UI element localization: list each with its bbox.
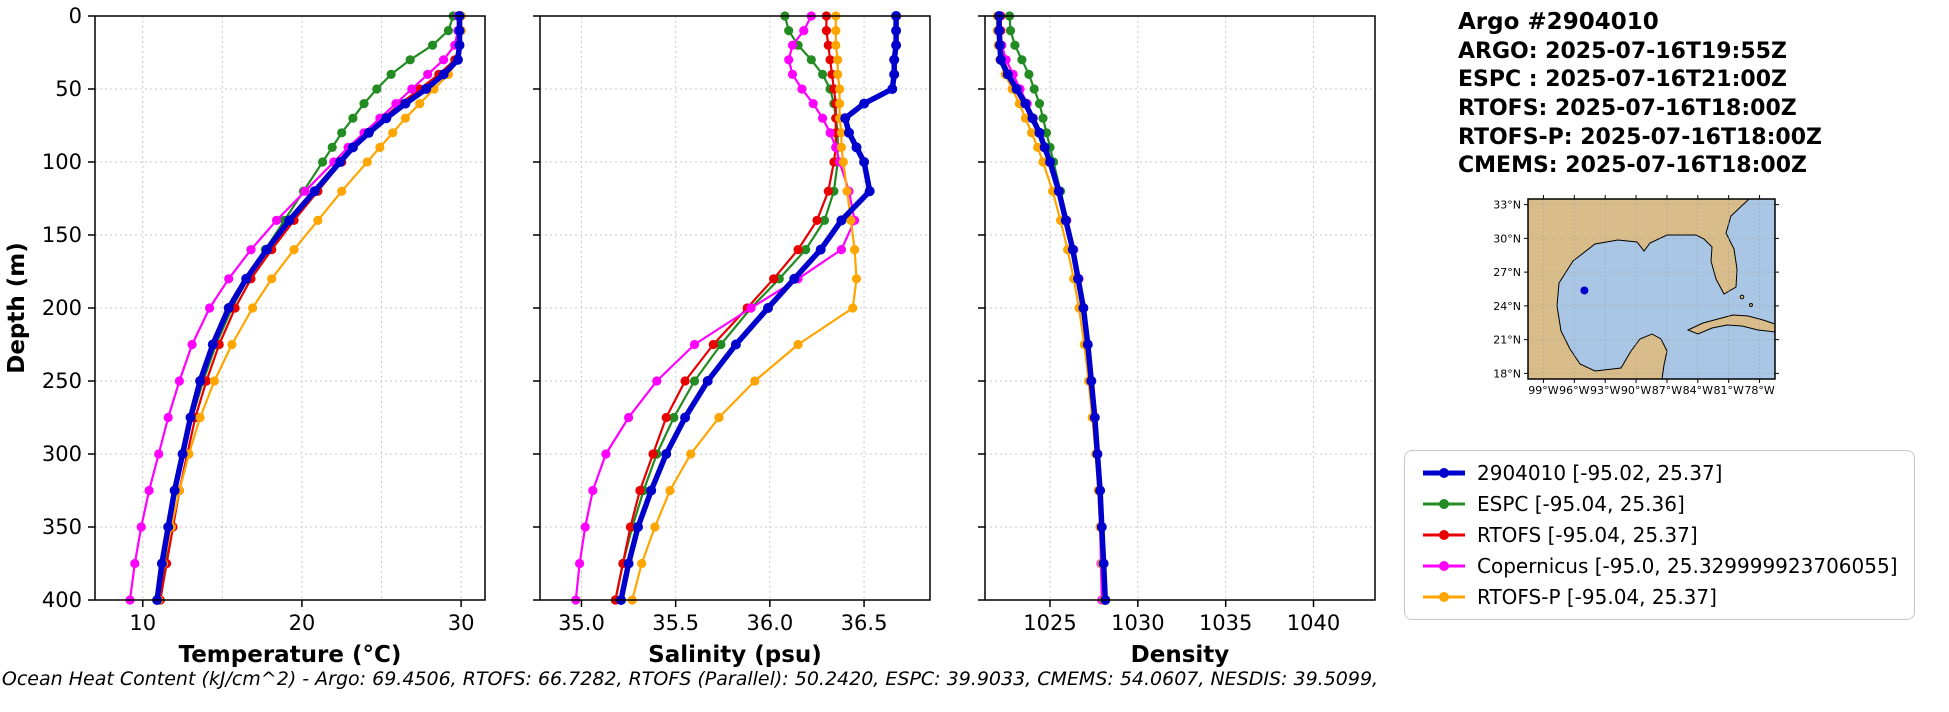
- float-info-block: Argo #2904010 ARGO: 2025-07-16T19:55Z ES…: [1458, 8, 1822, 181]
- gridlines: [95, 15, 485, 601]
- legend: 2904010 [-95.02, 25.37] ESPC [-95.04, 25.…: [1404, 449, 1915, 620]
- legend-label: ESPC [-95.04, 25.36]: [1477, 491, 1685, 516]
- svg-text:20: 20: [289, 611, 316, 635]
- svg-text:87°W: 87°W: [1652, 384, 1682, 397]
- svg-text:150: 150: [42, 223, 82, 247]
- legend-item-rtofs-p: RTOFS-P [-95.04, 25.37]: [1421, 585, 1898, 609]
- svg-text:33°N: 33°N: [1493, 198, 1521, 211]
- svg-text:36.0: 36.0: [746, 611, 793, 635]
- legend-label: RTOFS [-95.04, 25.37]: [1477, 522, 1698, 547]
- info-line-rtofs: RTOFS: 2025-07-16T18:00Z: [1458, 96, 1797, 122]
- float-title: Argo #2904010: [1458, 9, 1659, 35]
- svg-text:21°N: 21°N: [1493, 333, 1521, 346]
- legend-item-espc: ESPC [-95.04, 25.36]: [1421, 492, 1898, 516]
- info-line-cmems: CMEMS: 2025-07-16T18:00Z: [1458, 153, 1807, 179]
- svg-text:90°W: 90°W: [1621, 384, 1651, 397]
- map-graticule: [1528, 198, 1775, 379]
- legend-item-rtofs: RTOFS [-95.04, 25.37]: [1421, 523, 1898, 547]
- legend-line-marker-icon: [1423, 560, 1465, 571]
- legend-label: 2904010 [-95.02, 25.37]: [1477, 460, 1723, 485]
- location-map: 99°W 96°W 93°W 90°W 87°W 84°W 81°W 78°W 33°N 30°N…: [1476, 193, 1796, 428]
- svg-text:36.5: 36.5: [841, 611, 888, 635]
- axis-ticks: 35.0 35.5 36.0 36.5: [533, 15, 888, 635]
- panel-frame: [984, 15, 1376, 601]
- svg-text:10: 10: [129, 611, 156, 635]
- series-RTOFS: [996, 11, 1110, 605]
- y-axis-label: Depth (m): [4, 242, 30, 374]
- gridlines: [540, 15, 930, 601]
- map-frame: [1527, 198, 1776, 380]
- series-2904010: [616, 11, 902, 605]
- svg-text:84°W: 84°W: [1683, 384, 1713, 397]
- svg-text:100: 100: [42, 150, 82, 174]
- svg-text:35.5: 35.5: [652, 611, 699, 635]
- svg-text:1030: 1030: [1111, 611, 1164, 635]
- map-ticks: [1524, 194, 1779, 383]
- axis-ticks: 1025 1030 1035 1040: [978, 15, 1340, 635]
- map-tick-labels: 99°W 96°W 93°W 90°W 87°W 84°W 81°W 78°W 33°N 30°N…: [1493, 198, 1775, 396]
- side-panel: Argo #2904010 ARGO: 2025-07-16T19:55Z ES…: [1380, 0, 1949, 712]
- panel-density: 1025 1030 1035 1040 Density: [978, 11, 1376, 668]
- legend-line-marker-icon: [1423, 591, 1465, 602]
- svg-text:81°W: 81°W: [1714, 384, 1744, 397]
- series-2904010: [152, 11, 465, 605]
- series-RTOFS: [610, 11, 841, 605]
- x-axis-label: Temperature (°C): [179, 642, 402, 668]
- legend-item-2904010: 2904010 [-95.02, 25.37]: [1421, 461, 1898, 485]
- legend-line-marker-icon: [1423, 498, 1465, 509]
- series-Copernicus: [571, 11, 860, 605]
- svg-text:96°W: 96°W: [1559, 384, 1589, 397]
- map-land-mainland: [1527, 198, 1751, 380]
- svg-text:50: 50: [55, 77, 82, 101]
- legend-item-copernicus: Copernicus [-95.0, 25.329999923706055]: [1421, 554, 1898, 578]
- gridlines: [985, 15, 1375, 601]
- panel-salinity: 35.0 35.5 36.0 36.5 Salinity (psu): [533, 11, 931, 668]
- svg-text:200: 200: [42, 296, 82, 320]
- svg-text:93°W: 93°W: [1590, 384, 1620, 397]
- profile-charts-svg: 10 20 30050100150200250300350400Temperatur…: [4, 4, 1376, 668]
- legend-label: RTOFS-P [-95.04, 25.37]: [1477, 584, 1717, 609]
- map-island-icon: [1749, 302, 1753, 307]
- map-island-icon: [1739, 294, 1745, 300]
- profile-panels: 10 20 30 0 50 100 150 200 250 300 350 400 Temperatur…: [1, 4, 1379, 690]
- float-location-marker: [1580, 286, 1589, 295]
- svg-text:78°W: 78°W: [1744, 384, 1774, 397]
- svg-text:400: 400: [42, 588, 82, 612]
- svg-text:24°N: 24°N: [1493, 300, 1521, 313]
- panel-temperature: 10 20 30050100150200250300350400Temperatur…: [42, 4, 486, 668]
- svg-text:1025: 1025: [1023, 611, 1076, 635]
- series-2904010: [994, 11, 1111, 605]
- info-line-argo: ARGO: 2025-07-16T19:55Z: [1458, 38, 1787, 64]
- svg-text:1035: 1035: [1199, 611, 1252, 635]
- x-axis-label: Salinity (psu): [648, 642, 822, 668]
- svg-text:30: 30: [448, 611, 475, 635]
- svg-text:300: 300: [42, 442, 82, 466]
- ohc-footnote: Ocean Heat Content (kJ/cm^2) - Argo: 69.…: [1, 668, 1379, 690]
- legend-line-marker-icon: [1423, 467, 1465, 478]
- svg-text:250: 250: [42, 369, 82, 393]
- svg-text:30°N: 30°N: [1493, 232, 1521, 245]
- info-line-espc: ESPC : 2025-07-16T21:00Z: [1458, 67, 1787, 93]
- svg-text:99°W: 99°W: [1528, 384, 1558, 397]
- svg-text:35.0: 35.0: [558, 611, 605, 635]
- info-line-rtofsp: RTOFS-P: 2025-07-16T18:00Z: [1458, 124, 1822, 150]
- gulf-map-svg: 99°W 96°W 93°W 90°W 87°W 84°W 81°W 78°W 33°N 30°N…: [1493, 194, 1779, 397]
- svg-text:27°N: 27°N: [1493, 266, 1521, 279]
- svg-text:0: 0: [69, 4, 82, 28]
- panel-frame: [539, 15, 931, 601]
- svg-text:18°N: 18°N: [1493, 367, 1521, 380]
- svg-text:1040: 1040: [1287, 611, 1340, 635]
- x-axis-label: Density: [1131, 642, 1230, 668]
- legend-label: Copernicus [-95.0, 25.329999923706055]: [1477, 553, 1898, 578]
- legend-line-marker-icon: [1423, 529, 1465, 540]
- svg-text:350: 350: [42, 515, 82, 539]
- panel-frame: [94, 15, 486, 601]
- map-plot: [1524, 194, 1779, 383]
